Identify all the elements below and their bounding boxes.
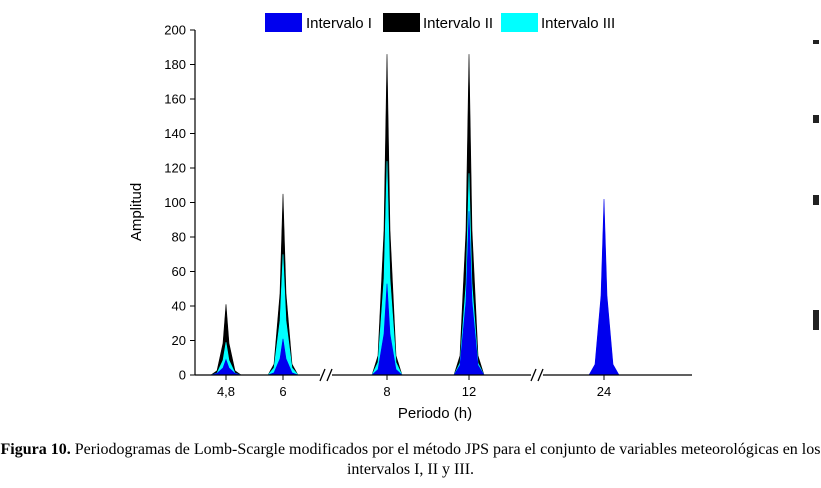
series-area-intervalo-iii: [195, 161, 692, 376]
figure-caption: Figura 10. Periodogramas de Lomb-Scargle…: [0, 440, 821, 480]
legend-label: Intervalo I: [306, 15, 372, 32]
y-tick-label: 20: [172, 333, 186, 348]
axis-break-mark: [530, 368, 537, 382]
axis-break-mark: [537, 368, 544, 382]
x-tick-label: 4,8: [217, 384, 235, 399]
series-area-intervalo-i: [195, 198, 692, 376]
y-tick-label: 40: [172, 299, 186, 314]
legend-label: Intervalo III: [541, 15, 615, 32]
y-axis-label: Amplitud: [128, 183, 145, 241]
y-tick-label: 140: [164, 126, 186, 141]
legend-swatch: [501, 13, 538, 32]
y-axis: 0 20 40 60 80 100 120 140 160 180 200: [164, 23, 196, 383]
y-tick-label: 60: [172, 264, 186, 279]
x-tick-label: 12: [462, 384, 476, 399]
legend-swatch: [383, 13, 420, 32]
y-tick-label: 0: [179, 368, 186, 383]
plot-area: [195, 54, 692, 376]
caption-text: Periodogramas de Lomb-Scargle modificado…: [74, 441, 821, 478]
x-axis-label: Periodo (h): [398, 405, 472, 422]
legend: Intervalo I Intervalo II Intervalo III: [265, 13, 615, 32]
y-tick-label: 100: [164, 195, 186, 210]
y-tick-label: 80: [172, 230, 186, 245]
caption-label: Figura 10.: [0, 441, 71, 458]
axis-break-mark: [326, 368, 333, 382]
series-area-intervalo-ii: [195, 54, 692, 376]
axis-break-gap: [531, 369, 543, 381]
y-tick-label: 180: [164, 57, 186, 72]
axis-break-mark: [319, 368, 326, 382]
cropped-edge-text: [813, 30, 821, 340]
x-tick-label: 8: [383, 384, 390, 399]
legend-swatch: [265, 13, 302, 32]
x-axis: 4,8 6 8 12 24: [195, 368, 692, 399]
y-tick-label: 200: [164, 23, 186, 38]
x-tick-label: 24: [597, 384, 611, 399]
axis-break-gap: [320, 369, 332, 381]
x-tick-label: 6: [279, 384, 286, 399]
y-tick-label: 120: [164, 161, 186, 176]
legend-label: Intervalo II: [423, 15, 493, 32]
y-tick-label: 160: [164, 92, 186, 107]
periodogram-chart: Intervalo I Intervalo II Intervalo III 0 20…: [128, 13, 692, 422]
